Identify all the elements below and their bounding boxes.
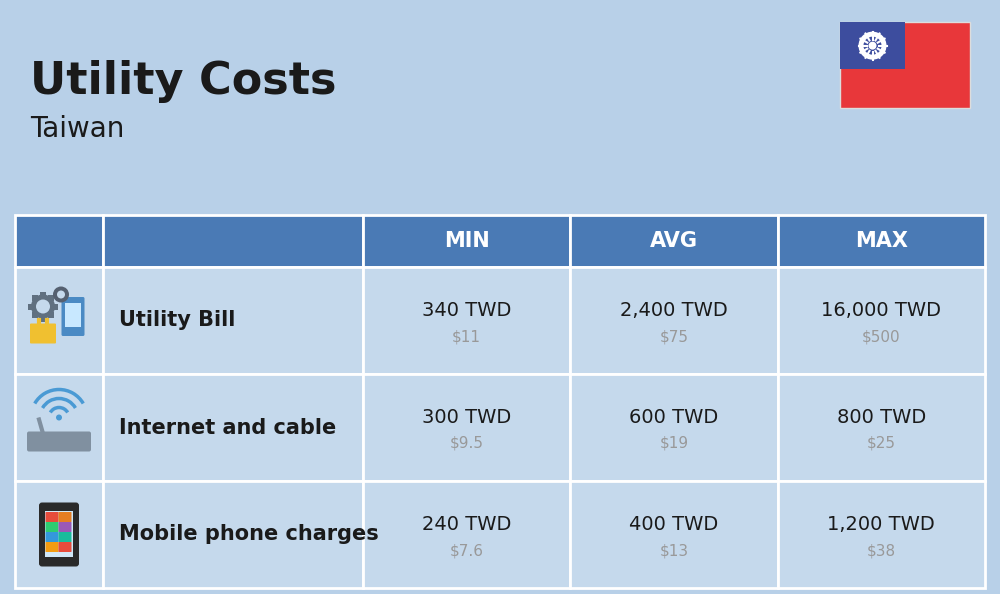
Bar	[103, 215, 363, 267]
Text: 300 TWD: 300 TWD	[422, 408, 511, 427]
Text: 340 TWD: 340 TWD	[422, 301, 511, 320]
Bar	[570, 374, 778, 481]
FancyBboxPatch shape	[46, 512, 58, 522]
Text: $9.5: $9.5	[450, 436, 484, 451]
FancyBboxPatch shape	[58, 532, 72, 542]
Text: 800 TWD: 800 TWD	[837, 408, 926, 427]
Bar	[778, 374, 985, 481]
Text: 1,200 TWD: 1,200 TWD	[827, 515, 935, 534]
Bar	[778, 481, 985, 588]
FancyBboxPatch shape	[58, 542, 72, 552]
Text: $19: $19	[659, 436, 689, 451]
Circle shape	[56, 415, 62, 421]
Circle shape	[858, 31, 887, 59]
Text: 16,000 TWD: 16,000 TWD	[821, 301, 941, 320]
Text: $500: $500	[862, 329, 901, 344]
FancyBboxPatch shape	[58, 512, 72, 522]
Text: $38: $38	[867, 543, 896, 558]
FancyBboxPatch shape	[46, 542, 58, 552]
Bar	[570, 481, 778, 588]
Text: Mobile phone charges: Mobile phone charges	[119, 525, 379, 545]
Circle shape	[57, 290, 65, 299]
Bar	[15, 374, 103, 481]
Circle shape	[868, 42, 876, 50]
Text: MAX: MAX	[855, 231, 908, 251]
Bar	[103, 481, 363, 588]
Bar	[363, 374, 570, 481]
Text: 2,400 TWD: 2,400 TWD	[620, 301, 728, 320]
Circle shape	[36, 299, 50, 314]
Bar	[570, 267, 778, 374]
Bar	[32, 312, 38, 318]
Text: $13: $13	[659, 543, 689, 558]
FancyBboxPatch shape	[58, 522, 72, 532]
Bar	[15, 267, 103, 374]
Bar	[840, 22, 970, 108]
Bar	[28, 304, 34, 309]
Bar	[48, 312, 54, 318]
Bar	[778, 267, 985, 374]
Circle shape	[864, 37, 882, 55]
Bar	[32, 295, 38, 301]
Text: Utility Bill: Utility Bill	[119, 311, 235, 330]
Bar	[65, 302, 81, 327]
Bar	[45, 510, 73, 557]
Bar	[363, 215, 570, 267]
Bar	[840, 22, 905, 69]
Bar	[52, 304, 58, 309]
Bar	[48, 295, 54, 301]
Text: $25: $25	[867, 436, 896, 451]
FancyBboxPatch shape	[30, 324, 56, 343]
Bar	[103, 267, 363, 374]
Bar	[15, 481, 103, 588]
Text: Taiwan: Taiwan	[30, 115, 124, 143]
FancyBboxPatch shape	[62, 297, 84, 336]
Text: Internet and cable: Internet and cable	[119, 418, 336, 438]
Text: $11: $11	[452, 329, 481, 344]
Text: 400 TWD: 400 TWD	[629, 515, 719, 534]
Bar	[40, 315, 46, 321]
Text: $75: $75	[660, 329, 688, 344]
Bar	[363, 481, 570, 588]
FancyBboxPatch shape	[39, 503, 79, 567]
FancyBboxPatch shape	[46, 532, 58, 542]
Circle shape	[31, 295, 55, 318]
Bar	[778, 215, 985, 267]
Text: 600 TWD: 600 TWD	[629, 408, 719, 427]
Bar	[15, 215, 103, 267]
FancyBboxPatch shape	[46, 522, 58, 532]
Text: AVG: AVG	[650, 231, 698, 251]
Circle shape	[53, 286, 69, 302]
Bar	[570, 215, 778, 267]
FancyBboxPatch shape	[27, 431, 91, 451]
Text: MIN: MIN	[444, 231, 490, 251]
Bar	[103, 374, 363, 481]
Bar	[40, 292, 46, 298]
Text: $7.6: $7.6	[450, 543, 484, 558]
Text: 240 TWD: 240 TWD	[422, 515, 511, 534]
Bar	[363, 267, 570, 374]
Text: Utility Costs: Utility Costs	[30, 60, 336, 103]
